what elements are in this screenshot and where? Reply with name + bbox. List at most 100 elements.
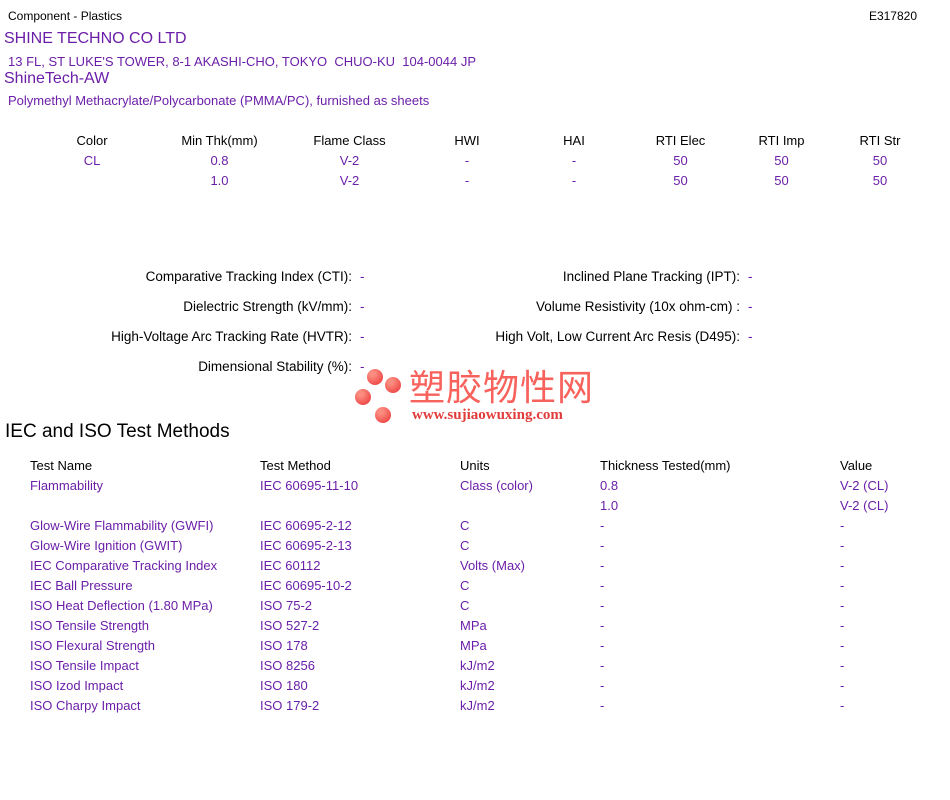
logo-dot-icon	[355, 389, 371, 405]
tm-cell-test-method: ISO 8256	[260, 658, 315, 673]
ratings-header-rti-str: RTI Str	[859, 133, 901, 148]
test-methods-row: ISO Tensile Strength ISO 527-2 MPa - -	[30, 616, 920, 636]
test-methods-table: Test Name Test Method Units Thickness Te…	[30, 456, 920, 716]
property-value: -	[748, 269, 753, 284]
tm-cell-thickness: -	[600, 538, 605, 553]
tm-cell-test-method	[260, 496, 460, 516]
property-row: Inclined Plane Tracking (IPT): -	[480, 269, 950, 299]
ratings-header-hwi: HWI	[454, 133, 480, 148]
property-row: Volume Resistivity (10x ohm-cm) : -	[480, 299, 950, 329]
logo-chinese-text: 塑胶物性网	[409, 367, 595, 408]
file-number: E317820	[868, 9, 917, 23]
properties-right-column: Inclined Plane Tracking (IPT): - Volume …	[480, 269, 950, 359]
ratings-cell-flame-class: V-2	[339, 173, 360, 188]
ratings-cell-rti-imp: 50	[774, 173, 789, 188]
property-label: Comparative Tracking Index (CTI):	[145, 269, 352, 284]
ratings-cell-min-thk: 1.0	[210, 173, 229, 188]
property-label: High-Voltage Arc Tracking Rate (HVTR):	[111, 329, 352, 344]
tm-cell-test-method: ISO 180	[260, 678, 308, 693]
ratings-cell-min-thk: 0.8	[210, 153, 229, 168]
tm-cell-units: MPa	[460, 638, 487, 653]
ratings-header-row: Color Min Thk(mm) Flame Class HWI HAI RT…	[30, 131, 930, 151]
tm-cell-test-name: ISO Tensile Impact	[30, 658, 139, 673]
ratings-header-rti-elec: RTI Elec	[655, 133, 706, 148]
product-description: Polymethyl Methacrylate/Polycarbonate (P…	[8, 93, 430, 108]
property-label: Volume Resistivity (10x ohm-cm) :	[535, 299, 740, 314]
ratings-row: 1.0 V-2 - - 50 50 50	[30, 171, 930, 191]
test-methods-title: IEC and ISO Test Methods	[5, 421, 230, 442]
ratings-cell-hai: -	[571, 153, 577, 168]
tm-cell-test-name: ISO Charpy Impact	[30, 698, 141, 713]
tm-cell-test-name: Glow-Wire Flammability (GWFI)	[30, 518, 214, 533]
tm-cell-test-name: IEC Comparative Tracking Index	[30, 558, 218, 573]
tm-cell-test-method: ISO 178	[260, 638, 308, 653]
tm-cell-test-name: ISO Izod Impact	[30, 678, 124, 693]
ratings-row: CL 0.8 V-2 - - 50 50 50	[30, 151, 930, 171]
tm-cell-test-name	[30, 496, 260, 516]
tm-cell-units: C	[460, 538, 470, 553]
tm-cell-test-name: Glow-Wire Ignition (GWIT)	[30, 538, 183, 553]
ratings-cell-rti-elec: 50	[673, 173, 688, 188]
test-methods-row: ISO Heat Deflection (1.80 MPa) ISO 75-2 …	[30, 596, 920, 616]
tm-cell-thickness: -	[600, 558, 605, 573]
ratings-cell-rti-str: 50	[872, 173, 888, 188]
ratings-cell-hai: -	[571, 173, 577, 188]
doc-type-label: Component - Plastics	[8, 9, 123, 23]
tm-cell-value: V-2 (CL)	[840, 498, 889, 513]
property-row: Dimensional Stability (%): -	[0, 359, 480, 389]
test-methods-row: IEC Ball Pressure IEC 60695-10-2 C - -	[30, 576, 920, 596]
tm-cell-test-name: ISO Tensile Strength	[30, 618, 149, 633]
tm-cell-thickness: -	[600, 598, 605, 613]
tm-cell-thickness: -	[600, 518, 605, 533]
tm-cell-test-method: IEC 60695-11-10	[260, 478, 359, 493]
tm-cell-thickness: -	[600, 678, 605, 693]
test-methods-header-row: Test Name Test Method Units Thickness Te…	[30, 456, 920, 476]
tm-cell-value: -	[840, 698, 845, 713]
tm-header-thickness: Thickness Tested(mm)	[600, 458, 731, 473]
property-row: High-Voltage Arc Tracking Rate (HVTR): -	[0, 329, 480, 359]
tm-cell-units: Class (color)	[460, 478, 533, 493]
tm-cell-value: -	[840, 678, 845, 693]
ratings-header-flame-class: Flame Class	[313, 133, 386, 148]
tm-cell-value: -	[840, 638, 845, 653]
tm-cell-units: C	[460, 598, 470, 613]
ratings-cell-rti-str: 50	[872, 153, 888, 168]
property-row: Comparative Tracking Index (CTI): -	[0, 269, 480, 299]
tm-cell-test-method: ISO 75-2	[260, 598, 313, 613]
logo-url-text: www.sujiaowuxing.com	[412, 407, 563, 423]
company-address: 13 FL, ST LUKE'S TOWER, 8-1 AKASHI-CHO, …	[8, 54, 476, 69]
test-methods-row: 1.0 V-2 (CL)	[30, 496, 920, 516]
top-bar: Component - Plastics E317820	[8, 9, 917, 23]
ratings-cell-color	[30, 171, 154, 191]
property-value: -	[360, 269, 365, 284]
tm-cell-value: -	[840, 538, 845, 553]
tm-cell-test-method: IEC 60695-2-12	[260, 518, 352, 533]
tm-cell-thickness: 0.8	[600, 478, 619, 493]
tm-cell-thickness: -	[600, 698, 605, 713]
property-row: Dielectric Strength (kV/mm): -	[0, 299, 480, 329]
ratings-header-color: Color	[76, 133, 108, 148]
tm-cell-test-method: ISO 179-2	[260, 698, 320, 713]
tm-cell-thickness: -	[600, 638, 605, 653]
tm-cell-test-method: IEC 60695-10-2	[260, 578, 352, 593]
ratings-cell-flame-class: V-2	[339, 153, 360, 168]
tm-cell-value: -	[840, 618, 845, 633]
test-methods-row: ISO Izod Impact ISO 180 kJ/m2 - -	[30, 676, 920, 696]
tm-cell-test-name: ISO Heat Deflection (1.80 MPa)	[30, 598, 213, 613]
tm-cell-value: -	[840, 518, 845, 533]
test-methods-row: ISO Flexural Strength ISO 178 MPa - -	[30, 636, 920, 656]
ratings-header-rti-imp: RTI Imp	[758, 133, 805, 148]
property-value: -	[748, 299, 753, 314]
tm-cell-value: -	[840, 558, 845, 573]
tm-cell-thickness: -	[600, 618, 605, 633]
properties-left-column: Comparative Tracking Index (CTI): - Diel…	[0, 269, 480, 389]
tm-header-units: Units	[460, 458, 490, 473]
tm-cell-test-method: ISO 527-2	[260, 618, 320, 633]
test-methods-row: Glow-Wire Flammability (GWFI) IEC 60695-…	[30, 516, 920, 536]
tm-cell-units	[460, 496, 600, 516]
tm-cell-value: -	[840, 598, 845, 613]
tm-cell-units: Volts (Max)	[460, 558, 526, 573]
product-name: ShineTech-AW	[4, 70, 110, 87]
tm-cell-units: MPa	[460, 618, 487, 633]
test-methods-row: ISO Charpy Impact ISO 179-2 kJ/m2 - -	[30, 696, 920, 716]
